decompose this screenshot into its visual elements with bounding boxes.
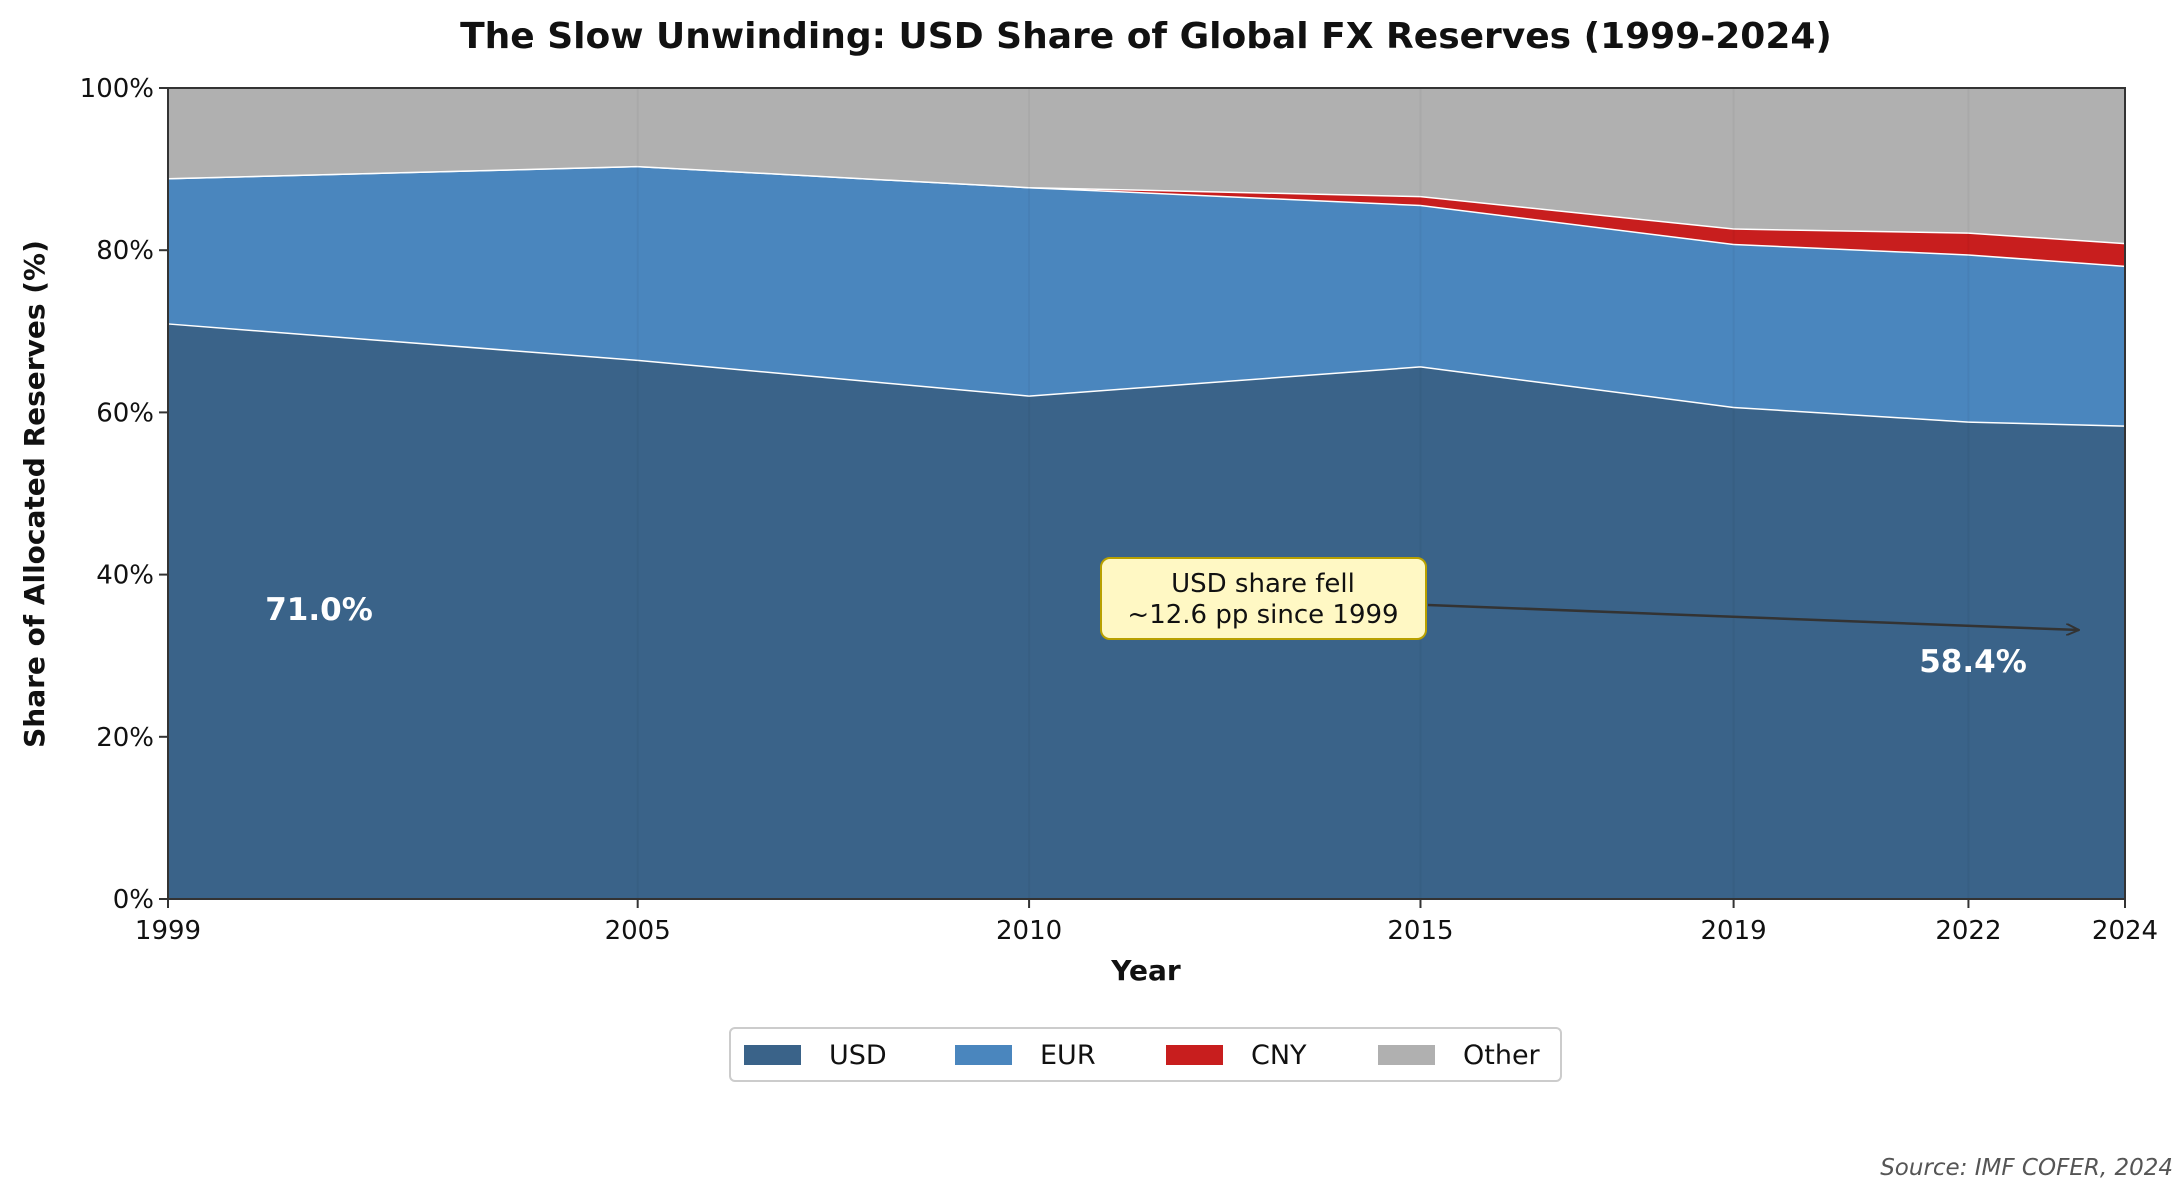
- callout-arrow: [1427, 603, 2079, 630]
- legend-swatch-other: [1378, 1045, 1435, 1065]
- x-tick-label: 1999: [135, 916, 201, 946]
- chart-title: The Slow Unwinding: USD Share of Global …: [460, 16, 1832, 57]
- x-axis-ticks: 1999 2005 2010 2015 2019 2022 2024: [135, 899, 2158, 946]
- y-tick-label: 80%: [96, 236, 154, 266]
- x-tick-label: 2005: [605, 916, 671, 946]
- legend-label-eur: EUR: [1040, 1040, 1096, 1071]
- callout-line-1: USD share fell: [1171, 569, 1355, 599]
- y-tick-label: 0%: [113, 885, 154, 915]
- x-tick-label: 2022: [1935, 916, 2001, 946]
- x-axis-label: Year: [1110, 954, 1181, 987]
- callout-box: [1100, 557, 1427, 640]
- x-tick-label: 2024: [2092, 916, 2158, 946]
- y-tick-label: 40%: [96, 561, 154, 591]
- plot-frame: [167, 87, 2126, 900]
- y-axis-ticks: 0% 20% 40% 60% 80% 100%: [80, 74, 168, 915]
- legend-label-usd: USD: [829, 1040, 887, 1071]
- callout-line-2: ~12.6 pp since 1999: [1127, 600, 1398, 630]
- x-tick-label: 2010: [996, 916, 1062, 946]
- legend-label-other: Other: [1463, 1040, 1541, 1071]
- area-eur: [168, 165, 2125, 426]
- legend: USD EUR CNY Other: [729, 1027, 1562, 1082]
- x-tick-label: 2015: [1387, 916, 1453, 946]
- x-tick-label: 2019: [1701, 916, 1767, 946]
- y-tick-label: 100%: [80, 74, 154, 104]
- y-axis-label: Share of Allocated Reserves (%): [18, 240, 51, 748]
- y-tick-label: 20%: [96, 723, 154, 753]
- source-note: Source: IMF COFER, 2024: [1880, 1155, 2173, 1181]
- legend-swatch-eur: [955, 1045, 1012, 1065]
- area-layers: [167, 88, 2126, 899]
- legend-swatch-usd: [744, 1045, 801, 1065]
- y-tick-label: 60%: [96, 398, 154, 428]
- area-other: [168, 88, 2125, 243]
- usd-end-label: 58.4%: [1919, 644, 2027, 680]
- legend-box: [729, 1027, 1562, 1082]
- legend-swatch-cny: [1166, 1045, 1223, 1065]
- legend-label-cny: CNY: [1251, 1040, 1307, 1071]
- usd-start-label: 71.0%: [265, 592, 373, 628]
